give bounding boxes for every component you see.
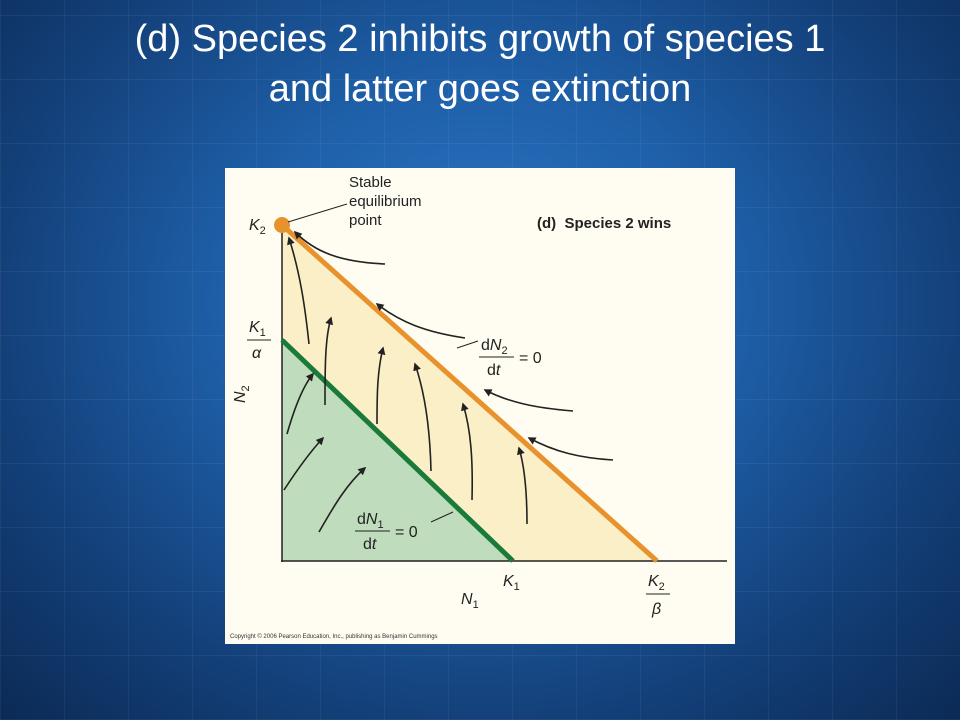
svg-text:dN1: dN1: [357, 511, 384, 531]
slide-title-line-2: and latter goes extinction: [268, 68, 692, 110]
trajectory-arrow: [293, 230, 386, 265]
equilibrium-label-line-2: equilibrium: [349, 193, 422, 210]
trajectory-arrow: [483, 389, 574, 412]
trajectory-arrow: [375, 303, 466, 339]
svg-text:= 0: = 0: [519, 350, 542, 367]
equilibrium-label: Stable equilibrium point: [349, 174, 426, 229]
k1-alpha-label-numerator: K1: [249, 319, 266, 339]
trajectory-arrow: [318, 466, 367, 533]
equilibrium-leader-line: [287, 203, 348, 223]
k2-y-intercept-label: K2: [249, 217, 266, 237]
equilibrium-label-line-1: Stable: [349, 174, 392, 191]
svg-text:dt: dt: [487, 362, 501, 379]
k1-alpha-label-denominator: α: [252, 345, 262, 362]
k1-x-intercept-label: K1: [503, 573, 520, 593]
trajectory-arrow: [461, 402, 474, 501]
svg-text:dN2: dN2: [481, 337, 508, 357]
k2-beta-label-denominator: β: [651, 601, 661, 618]
isocline1-label-pointer: [430, 511, 454, 523]
panel-title: (d) Species 2 wins: [537, 215, 671, 232]
trajectory-arrow: [527, 437, 614, 461]
svg-text:= 0: = 0: [395, 524, 418, 541]
trajectory-arrow: [517, 446, 528, 525]
trajectory-arrow: [413, 362, 432, 472]
y-axis-label: N2: [232, 385, 252, 403]
trajectory-arrow: [324, 316, 333, 406]
species1-isocline-label: dN1 dt = 0: [355, 511, 418, 553]
phase-plane-figure: Stable equilibrium point (d) Species 2 w…: [225, 168, 735, 644]
phase-plane-diagram: Stable equilibrium point (d) Species 2 w…: [232, 174, 727, 618]
x-axis-label: N1: [461, 591, 479, 611]
species2-isocline-label: dN2 dt = 0: [479, 337, 542, 379]
species1-isocline: [280, 338, 515, 563]
k2-beta-label-numerator: K2: [648, 573, 665, 593]
slide-title: (d) Species 2 inhibits growth of species…: [0, 14, 960, 114]
trajectory-arrows: [283, 230, 614, 533]
trajectory-arrow: [283, 436, 325, 491]
equilibrium-label-line-3: point: [349, 212, 382, 229]
trajectory-arrow: [376, 346, 386, 425]
isocline2-label-pointer: [456, 340, 479, 349]
stable-equilibrium-point: [274, 217, 290, 233]
svg-text:dt: dt: [363, 536, 377, 553]
copyright-notice: Copyright © 2006 Pearson Education, Inc.…: [230, 634, 438, 640]
species2-isocline: [280, 223, 659, 563]
trajectory-arrow: [287, 236, 310, 345]
slide-title-line-1: (d) Species 2 inhibits growth of species…: [134, 18, 826, 60]
trajectory-arrow: [286, 372, 315, 435]
